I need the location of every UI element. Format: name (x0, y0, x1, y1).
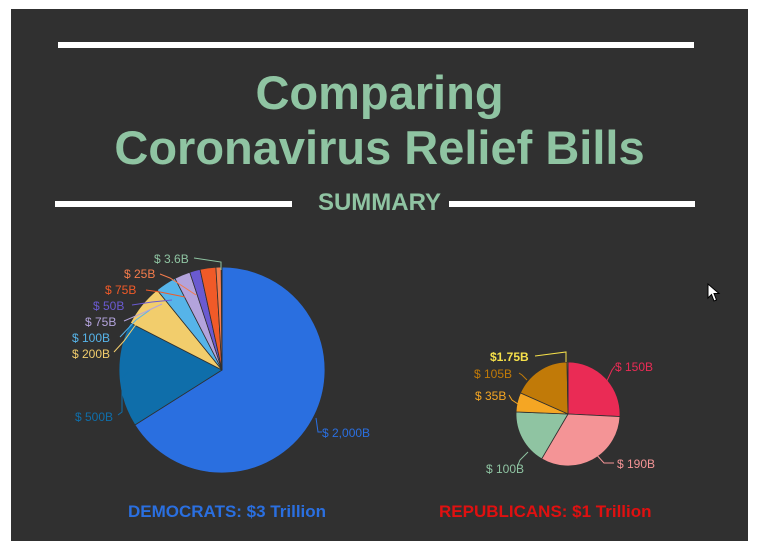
dem-leader-500 (117, 371, 129, 416)
rep-leader-190 (593, 451, 614, 464)
section-heading: SUMMARY (317, 189, 442, 216)
rep-label-100: $ 100B (486, 462, 524, 476)
rep-slice-5 (566, 361, 569, 415)
rep-slice-2 (515, 411, 569, 460)
rep-leader-150 (604, 365, 616, 386)
dem-label-100: $ 100B (72, 331, 110, 345)
dem-label-2000: $ 2,000B (322, 426, 370, 440)
page-title-line2: Coronavirus Relief Bills (114, 121, 645, 174)
rep-label-1-75: $1.75B (490, 350, 529, 364)
rep-label-150: $ 150B (615, 360, 653, 374)
dem-label-50: $ 50B (93, 299, 124, 313)
democrats-pie (118, 266, 326, 474)
rep-label-35: $ 35B (475, 389, 506, 403)
dem-label-500: $ 500B (75, 410, 113, 424)
rep-leader-35 (508, 394, 519, 405)
rep-label-190: $ 190B (617, 457, 655, 471)
infographic-panel (11, 9, 748, 541)
dem-leader-25 (159, 273, 197, 296)
rep-label-105: $ 105B (474, 367, 512, 381)
rep-leader-100 (517, 451, 529, 466)
leader-lines (113, 257, 616, 466)
democrats-labels: $ 2,000B $ 500B $ 200B $ 100B $ 75B $ 50… (72, 252, 370, 440)
dem-label-75a: $ 75B (85, 315, 116, 329)
dem-leader-200 (113, 322, 138, 353)
rep-slice-0 (567, 361, 621, 417)
dem-leader-100 (119, 309, 151, 338)
democrats-caption: DEMOCRATS: $3 Trillion (128, 502, 327, 521)
dem-leader-75a (123, 303, 163, 322)
dem-label-75b: $ 75B (105, 283, 136, 297)
dem-leader-3-6 (193, 257, 222, 270)
rep-leader-1-75 (534, 351, 567, 362)
mouse-cursor-icon (707, 283, 721, 302)
republicans-labels: $ 150B $ 190B $ 100B $ 35B $ 105B $1.75B (474, 350, 655, 476)
dem-label-25: $ 25B (124, 267, 155, 281)
rep-slice-1 (541, 413, 621, 467)
summary-rule-left (55, 201, 292, 207)
republicans-caption: REPUBLICANS: $1 Trillion (439, 502, 652, 521)
rep-slice-4 (519, 361, 569, 415)
page-title-line1: Comparing (255, 66, 504, 119)
dem-leader-2000 (315, 417, 322, 433)
top-rule (58, 42, 694, 48)
dem-label-200: $ 200B (72, 347, 110, 361)
dem-leader-75b (145, 289, 186, 298)
dem-slice-0 (134, 266, 326, 474)
summary-rule-right (449, 201, 695, 207)
dem-leader-50 (131, 299, 173, 306)
republicans-pie (515, 361, 621, 467)
dem-label-3-6: $ 3.6B (154, 252, 189, 266)
rep-leader-105 (518, 372, 528, 381)
